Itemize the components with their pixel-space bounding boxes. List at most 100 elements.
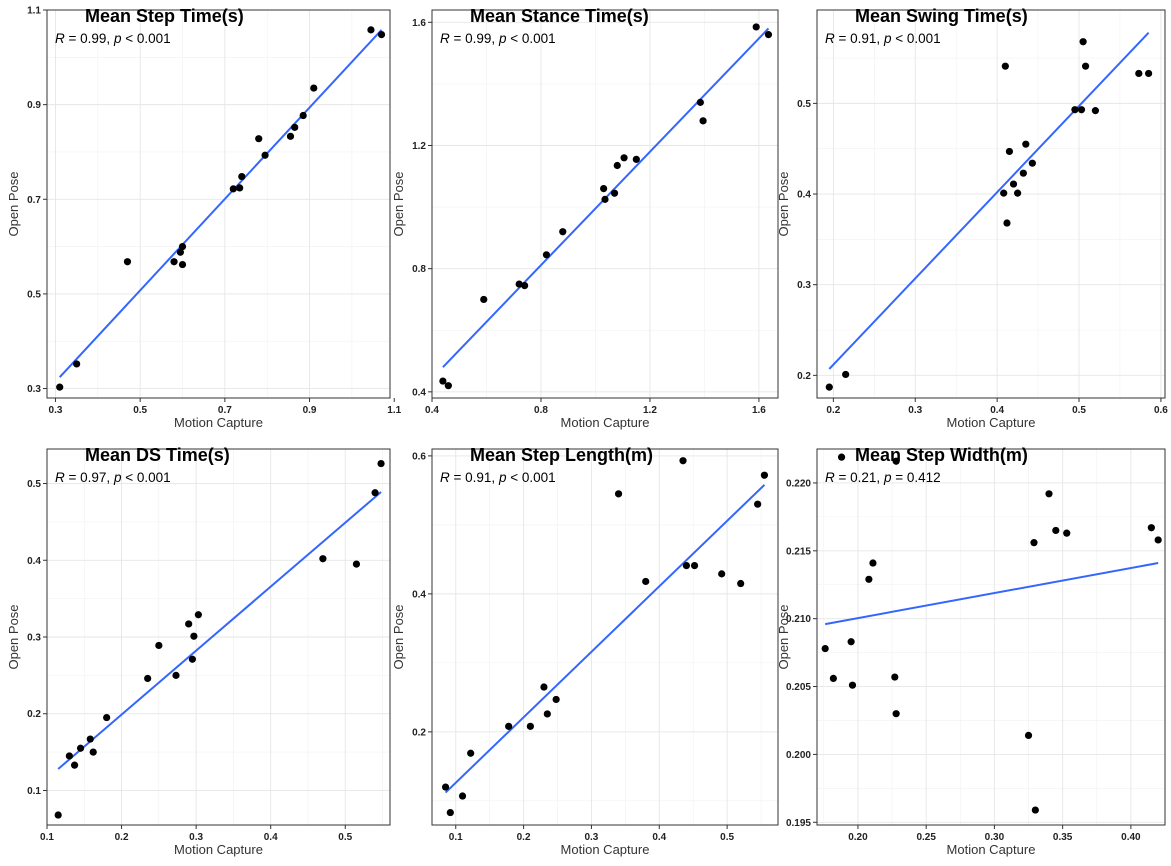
data-point [441, 783, 450, 791]
x-axis-title: Motion Capture [947, 842, 1036, 857]
r-value: 0.99 [465, 31, 491, 46]
x-axis-title: Motion Capture [947, 415, 1036, 430]
data-point [377, 31, 386, 39]
y-tick-label: 1.2 [412, 141, 426, 152]
data-point [185, 620, 193, 628]
data-point [371, 489, 379, 497]
data-point [754, 500, 762, 508]
x-tick-label: 1.2 [643, 405, 657, 416]
data-point [821, 644, 829, 653]
x-tick-label: 0.7 [218, 405, 232, 416]
data-point [73, 360, 81, 368]
data-point [1052, 526, 1060, 535]
correlation-annotation: R = 0.91, p < 0.001 [440, 470, 556, 485]
x-tick-label: 1.1 [387, 405, 401, 416]
y-tick-label: 0.195 [786, 818, 811, 829]
x-tick-label: 0.35 [1053, 832, 1073, 843]
data-point [291, 123, 299, 131]
r-symbol: R [825, 31, 835, 46]
data-point [1030, 539, 1038, 547]
data-point [238, 172, 246, 181]
y-axis-title: Open Pose [776, 171, 791, 236]
data-point [299, 111, 307, 120]
data-point [86, 735, 94, 743]
data-point [155, 641, 163, 650]
data-point [310, 84, 318, 92]
y-tick-label: 0.2 [27, 709, 41, 720]
r-equals: = [835, 31, 850, 46]
x-tick-label: 0.4 [264, 832, 278, 843]
x-tick-label: 0.5 [133, 405, 147, 416]
data-point [76, 744, 85, 752]
data-point [837, 453, 846, 461]
data-point [103, 713, 111, 722]
data-point [286, 132, 295, 140]
data-point [505, 722, 513, 730]
p-symbol: p [883, 31, 892, 46]
data-point [1031, 806, 1039, 814]
x-tick-label: 0.5 [338, 832, 352, 843]
r-symbol: R [55, 470, 65, 485]
p-value: 0.001 [137, 31, 171, 46]
y-tick-label: 0.6 [412, 451, 426, 462]
r-symbol: R [55, 31, 65, 46]
p-symbol: p [498, 470, 507, 485]
r-symbol: R [440, 31, 450, 46]
data-point [123, 258, 132, 266]
x-tick-label: 0.3 [908, 405, 922, 416]
data-point [1028, 159, 1036, 167]
data-point [542, 251, 551, 259]
data-point [521, 282, 529, 290]
y-tick-label: 0.4 [412, 387, 426, 398]
data-point [620, 154, 628, 162]
y-axis-title: Open Pose [391, 171, 406, 236]
p-value: 0.001 [137, 470, 171, 485]
data-point [1045, 490, 1053, 498]
r-equals: = [65, 31, 80, 46]
data-point [1014, 189, 1022, 197]
y-tick-label: 0.4 [27, 556, 41, 567]
x-tick-label: 0.30 [985, 832, 1005, 843]
y-tick-label: 1.6 [412, 18, 426, 29]
r-value: 0.91 [850, 31, 876, 46]
x-tick-label: 0.4 [425, 405, 439, 416]
y-tick-label: 0.4 [797, 190, 811, 201]
y-tick-label: 0.215 [786, 546, 811, 557]
data-point [829, 674, 837, 683]
data-point [825, 383, 833, 391]
regression-line [57, 491, 382, 770]
data-point [467, 749, 475, 757]
data-point [891, 673, 899, 681]
data-point [446, 808, 454, 817]
r-equals: = [65, 470, 80, 485]
p-operator: < [121, 31, 136, 46]
data-point [480, 295, 488, 304]
data-point [190, 632, 198, 640]
regression-line [828, 31, 1150, 370]
data-point [682, 561, 691, 570]
data-point [439, 377, 447, 385]
y-tick-label: 0.2 [797, 371, 811, 382]
data-point [869, 559, 877, 567]
y-tick-label: 0.5 [797, 99, 811, 110]
y-axis-title: Open Pose [776, 604, 791, 669]
data-point [1077, 106, 1086, 114]
p-operator: < [506, 470, 521, 485]
data-point [610, 189, 619, 197]
data-point [1145, 69, 1153, 78]
data-point [764, 31, 773, 39]
correlation-annotation: R = 0.21, p = 0.412 [825, 470, 941, 485]
data-point [515, 280, 523, 288]
r-value: 0.91 [465, 470, 491, 485]
data-point [1063, 529, 1071, 537]
y-tick-label: 0.2 [412, 727, 426, 738]
x-tick-label: 0.25 [916, 832, 936, 843]
data-point [737, 579, 745, 588]
data-point [699, 117, 707, 125]
x-tick-label: 0.3 [189, 832, 203, 843]
data-point [1019, 169, 1027, 177]
data-point [377, 459, 385, 468]
data-point [892, 710, 900, 718]
p-symbol: p [113, 470, 122, 485]
